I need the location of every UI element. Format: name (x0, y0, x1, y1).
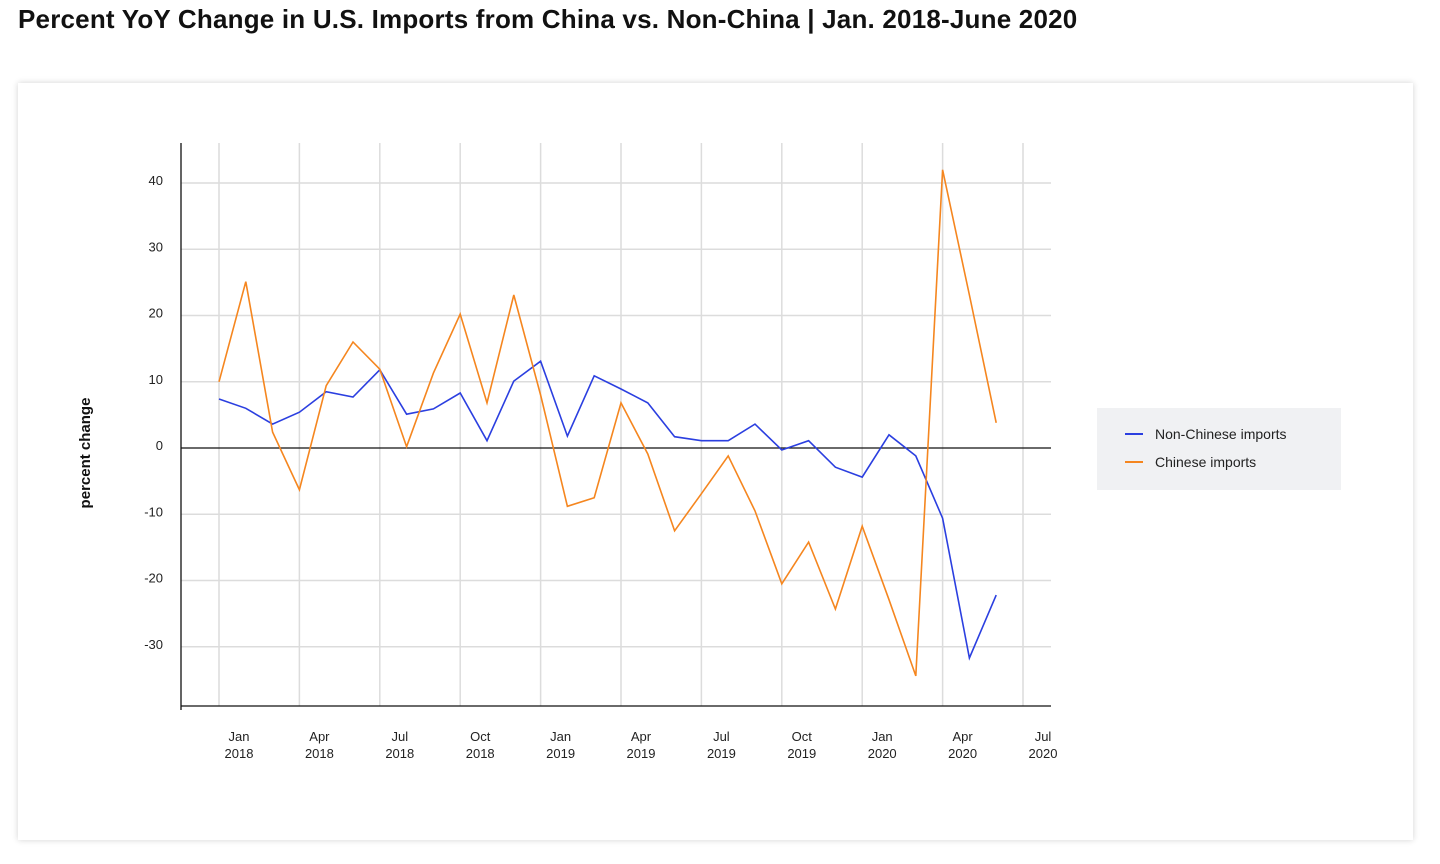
legend-background (1097, 408, 1341, 490)
series-line-non-chinese (218, 359, 997, 661)
x-tick-label: Oct (470, 729, 491, 744)
y-tick-label: -30 (144, 637, 163, 652)
y-tick-label: 0 (156, 438, 163, 453)
x-tick-label: 2019 (546, 746, 575, 761)
x-tick-label: 2018 (466, 746, 495, 761)
x-tick-label: 2019 (707, 746, 736, 761)
legend: Non-Chinese imports Chinese imports (1097, 408, 1341, 490)
y-tick-label: 20 (149, 306, 163, 321)
x-tick-label: Apr (952, 729, 973, 744)
series-lines (218, 169, 997, 677)
tick-labels: Jan 2018 Apr 2018 Jul 2018 Oct 2018 Jan 2019 Apr 20… (144, 173, 1057, 761)
x-tick-label: Jul (713, 729, 730, 744)
x-tick-label: 2020 (1029, 746, 1058, 761)
x-tick-label: 2018 (385, 746, 414, 761)
x-tick-label: 2020 (948, 746, 977, 761)
y-tick-label: 10 (149, 372, 163, 387)
x-tick-label: 2020 (868, 746, 897, 761)
y-tick-label: 40 (149, 173, 163, 188)
x-tick-label: Jan (550, 729, 571, 744)
x-tick-label: Jan (872, 729, 893, 744)
gridlines (181, 143, 1051, 706)
x-tick-label: 2019 (787, 746, 816, 761)
x-tick-label: Apr (631, 729, 652, 744)
x-tick-label: Jul (391, 729, 408, 744)
series-line-chinese (218, 169, 997, 677)
x-tick-label: Jul (1035, 729, 1052, 744)
x-tick-label: Apr (309, 729, 330, 744)
x-tick-label: 2019 (627, 746, 656, 761)
x-tick-label: Jan (229, 729, 250, 744)
legend-label: Chinese imports (1155, 454, 1256, 470)
y-axis-label: percent change (77, 398, 94, 509)
chart-title: Percent YoY Change in U.S. Imports from … (18, 4, 1078, 34)
y-tick-label: -10 (144, 504, 163, 519)
x-tick-label: 2018 (225, 746, 254, 761)
legend-label: Non-Chinese imports (1155, 426, 1287, 442)
x-tick-label: Oct (792, 729, 813, 744)
x-tick-label: 2018 (305, 746, 334, 761)
y-tick-label: 30 (149, 239, 163, 254)
y-tick-label: -20 (144, 571, 163, 586)
axes (180, 143, 1051, 710)
